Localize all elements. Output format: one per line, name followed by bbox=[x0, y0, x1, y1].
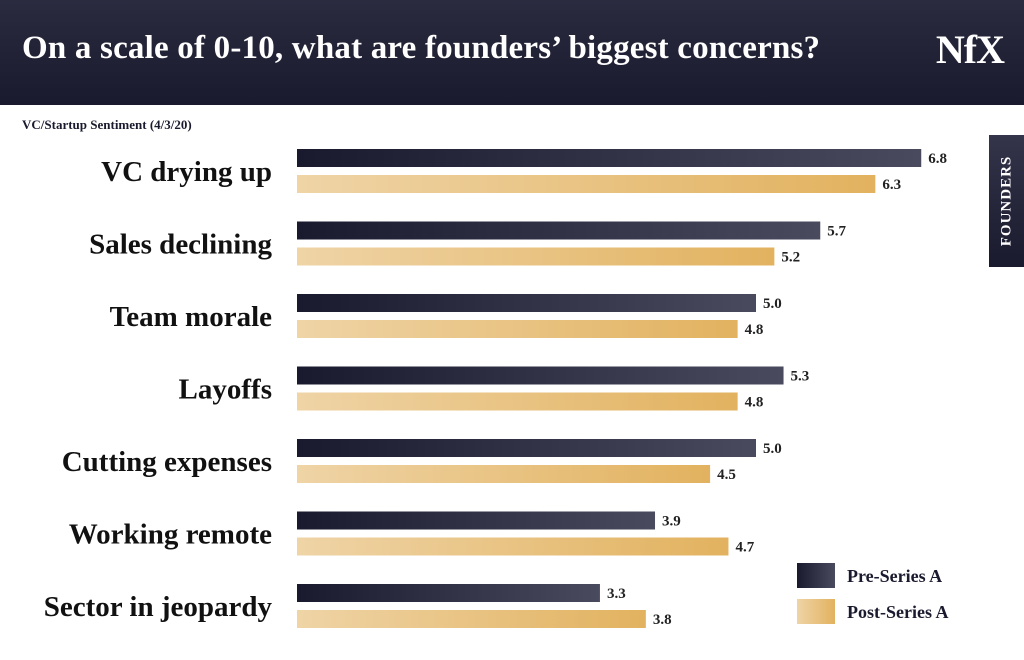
bar-pre-series-a bbox=[297, 294, 756, 312]
category-label: Cutting expenses bbox=[62, 446, 272, 478]
category-label: Team morale bbox=[110, 301, 273, 333]
category-label: Sector in jeopardy bbox=[44, 591, 273, 623]
value-label: 6.8 bbox=[928, 151, 947, 167]
bar-post-series-a bbox=[297, 610, 646, 628]
bar-pre-series-a bbox=[297, 221, 821, 240]
value-label: 4.8 bbox=[745, 322, 764, 338]
bars-group: VC drying up 6.8 6.3 Sales declining 5.7 5.2 T… bbox=[44, 149, 947, 628]
legend: Pre-Series A Post-Series A bbox=[797, 563, 948, 624]
side-tag: FOUNDERS bbox=[989, 135, 1024, 267]
bar-pre-series-a bbox=[297, 149, 922, 167]
value-label: 4.7 bbox=[735, 540, 754, 556]
bar-pre-series-a bbox=[297, 366, 784, 385]
bar-post-series-a bbox=[297, 247, 775, 266]
bar-post-series-a bbox=[297, 320, 738, 338]
nfx-logo: NfX bbox=[935, 27, 1005, 72]
value-label: 5.0 bbox=[763, 441, 782, 457]
value-label: 5.7 bbox=[827, 224, 846, 240]
value-label: 6.3 bbox=[882, 177, 901, 193]
category-label: Working remote bbox=[69, 519, 272, 551]
page-title: On a scale of 0-10, what are founders’ b… bbox=[22, 30, 821, 66]
legend-label: Post-Series A bbox=[847, 602, 948, 622]
category-label: VC drying up bbox=[101, 156, 272, 188]
category-label: Sales declining bbox=[89, 229, 272, 261]
value-label: 4.5 bbox=[717, 467, 736, 483]
bar-post-series-a bbox=[297, 392, 738, 411]
value-label: 3.3 bbox=[607, 586, 626, 602]
value-label: 3.9 bbox=[662, 514, 681, 530]
bar-pre-series-a bbox=[297, 439, 756, 457]
category-label: Layoffs bbox=[179, 374, 272, 406]
header-banner: On a scale of 0-10, what are founders’ b… bbox=[0, 0, 1024, 105]
bar-pre-series-a bbox=[297, 584, 600, 602]
value-label: 4.8 bbox=[745, 395, 764, 411]
value-label: 5.3 bbox=[791, 369, 810, 385]
legend-swatch bbox=[797, 599, 835, 624]
bar-post-series-a bbox=[297, 175, 876, 193]
value-label: 5.2 bbox=[781, 250, 800, 266]
legend-label: Pre-Series A bbox=[847, 566, 942, 586]
bar-pre-series-a bbox=[297, 511, 656, 530]
chart-subtitle: VC/Startup Sentiment (4/3/20) bbox=[22, 117, 192, 132]
bar-post-series-a bbox=[297, 537, 729, 556]
value-label: 5.0 bbox=[763, 296, 782, 312]
bar-post-series-a bbox=[297, 465, 711, 483]
legend-swatch bbox=[797, 563, 835, 588]
value-label: 3.8 bbox=[653, 612, 672, 628]
